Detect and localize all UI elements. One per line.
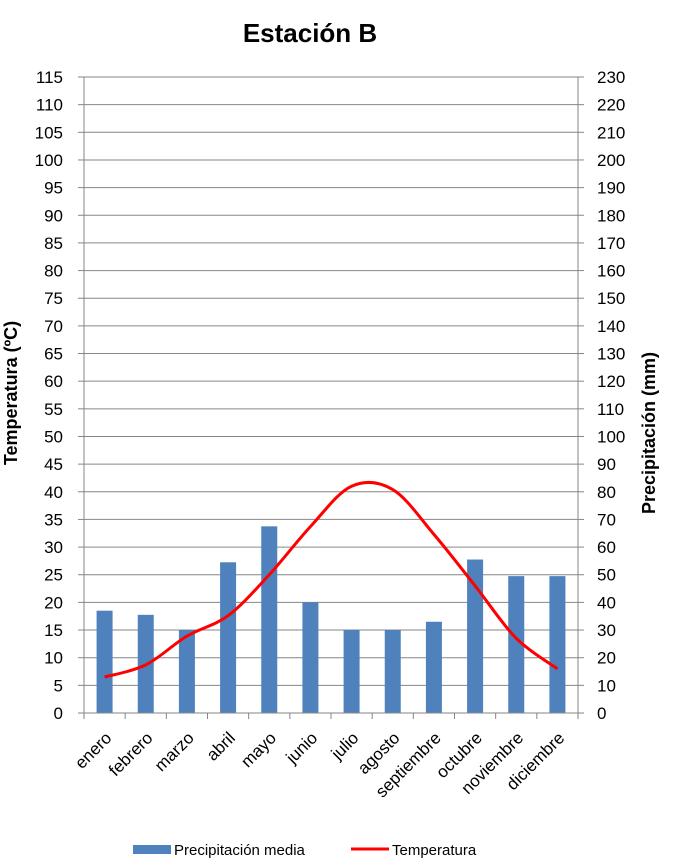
right-tick-label: 180	[597, 206, 625, 225]
left-tick-label: 10	[44, 649, 63, 668]
left-tick-label: 30	[44, 538, 63, 557]
temperature-line-path	[104, 480, 559, 679]
left-tick-label: 65	[44, 345, 63, 364]
precipitation-bar	[384, 630, 401, 713]
temperature-line	[104, 480, 559, 679]
left-tick-label: 35	[44, 510, 63, 529]
category-label: junio	[282, 728, 322, 768]
right-tick-label: 230	[597, 68, 625, 87]
chart-title: Estación B	[243, 18, 377, 48]
gridlines	[84, 76, 578, 686]
right-tick-label: 20	[597, 649, 616, 668]
precipitation-bar	[178, 630, 195, 713]
left-tick-label: 95	[44, 179, 63, 198]
legend: Precipitación media Temperatura	[133, 842, 477, 859]
right-tick-label: 200	[597, 151, 625, 170]
right-tick-label: 190	[597, 179, 625, 198]
precipitation-bar	[425, 621, 442, 713]
left-tick-label: 105	[35, 123, 63, 142]
right-tick-label: 10	[597, 676, 616, 695]
right-tick-label: 120	[597, 372, 625, 391]
category-label: febrero	[105, 728, 157, 780]
precipitation-bars	[96, 526, 566, 713]
right-tick-label: 130	[597, 345, 625, 364]
right-tick-label: 40	[597, 593, 616, 612]
legend-label-precipitation: Precipitación media	[174, 842, 306, 859]
legend-label-temperature: Temperatura	[392, 842, 477, 859]
category-label: abril	[203, 728, 239, 764]
right-tick-label: 140	[597, 317, 625, 336]
axes	[83, 77, 579, 719]
left-tick-label: 90	[44, 206, 63, 225]
left-axis-ticks: 0 5 10 15 20 25 30 35 40 45 50 55 60 65 70 75 80 85 90 95 10…	[35, 68, 84, 723]
right-tick-label: 70	[597, 510, 616, 529]
left-tick-label: 110	[36, 96, 63, 115]
left-tick-label: 0	[54, 704, 63, 723]
precipitation-bar	[467, 559, 484, 713]
left-tick-label: 100	[35, 151, 63, 170]
right-tick-label: 100	[597, 427, 625, 446]
category-label: marzo	[151, 728, 198, 775]
y-axis-title: Temperatura (ºC)	[1, 321, 21, 465]
right-tick-label: 30	[597, 621, 616, 640]
left-tick-label: 50	[44, 427, 63, 446]
precipitation-bar	[96, 610, 113, 713]
right-tick-label: 220	[597, 96, 625, 115]
precipitation-bar	[549, 576, 566, 713]
right-axis-ticks: 0 10 20 30 40 50 60 70 80 90 100 110 120 130 140 150 160…	[578, 68, 625, 723]
legend-swatch-precipitation	[133, 845, 171, 854]
left-tick-label: 60	[44, 372, 63, 391]
category-label: julio	[327, 728, 363, 764]
left-tick-label: 5	[54, 676, 63, 695]
left-tick-label: 15	[44, 621, 63, 640]
y2-axis-title: Precipitación (mm)	[639, 352, 659, 514]
right-tick-label: 170	[597, 234, 625, 253]
left-tick-label: 40	[44, 483, 63, 502]
left-tick-label: 70	[44, 317, 63, 336]
left-tick-label: 55	[44, 400, 63, 419]
right-tick-label: 90	[597, 455, 616, 474]
right-tick-label: 60	[597, 538, 616, 557]
right-tick-label: 210	[597, 123, 625, 142]
left-tick-label: 85	[44, 234, 63, 253]
precipitation-bar	[220, 562, 237, 713]
right-tick-label: 0	[597, 704, 606, 723]
precipitation-bar	[261, 526, 278, 713]
left-tick-label: 25	[44, 566, 63, 585]
left-tick-label: 115	[36, 68, 63, 87]
right-tick-label: 150	[597, 289, 625, 308]
precipitation-bar	[302, 602, 319, 713]
right-tick-label: 80	[597, 483, 616, 502]
category-label: mayo	[237, 728, 280, 771]
left-tick-label: 20	[44, 593, 63, 612]
precipitation-bar	[343, 630, 360, 713]
left-tick-label: 80	[44, 262, 63, 281]
right-tick-label: 110	[597, 400, 624, 419]
right-tick-label: 50	[597, 566, 616, 585]
right-tick-label: 160	[597, 262, 625, 281]
left-tick-label: 45	[44, 455, 63, 474]
precipitation-bar	[508, 576, 525, 713]
left-tick-label: 75	[44, 289, 63, 308]
